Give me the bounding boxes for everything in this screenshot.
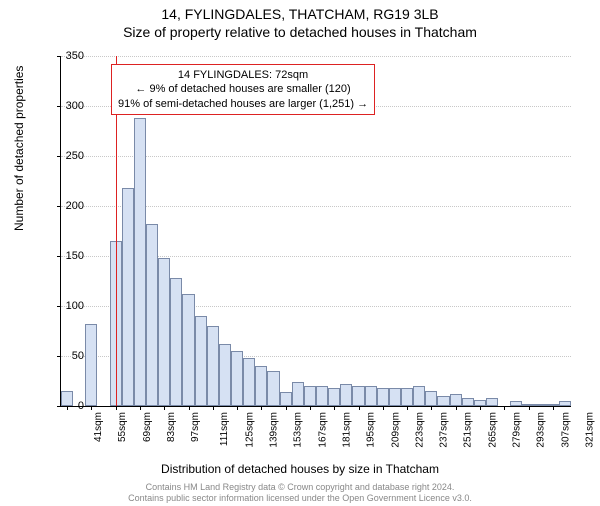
xtick-mark <box>310 406 311 410</box>
footer: Contains HM Land Registry data © Crown c… <box>0 482 600 504</box>
xtick-label: 153sqm <box>293 412 304 448</box>
ytick-label: 250 <box>44 150 84 162</box>
histogram-bar <box>255 366 267 406</box>
xtick-mark <box>431 406 432 410</box>
title-main: 14, FYLINGDALES, THATCHAM, RG19 3LB <box>0 6 600 22</box>
histogram-bar <box>280 392 292 406</box>
histogram-bar <box>450 394 462 406</box>
ytick-label: 0 <box>44 400 84 412</box>
info-box-line: 14 FYLINGDALES: 72sqm <box>118 68 368 82</box>
histogram-bar <box>559 401 571 406</box>
histogram-bar <box>304 386 316 406</box>
histogram-bar <box>401 388 413 406</box>
xtick-mark <box>504 406 505 410</box>
y-axis-title: Number of detached properties <box>12 66 26 231</box>
ytick-label: 200 <box>44 200 84 212</box>
xtick-mark <box>286 406 287 410</box>
histogram-bar <box>462 398 474 406</box>
ytick-label: 150 <box>44 250 84 262</box>
histogram-bar <box>182 294 194 406</box>
xtick-mark <box>116 406 117 410</box>
histogram-bar <box>85 324 97 406</box>
histogram-bar <box>207 326 219 406</box>
histogram-bar <box>122 188 134 406</box>
xtick-label: 209sqm <box>390 412 401 448</box>
xtick-mark <box>334 406 335 410</box>
ytick-label: 350 <box>44 50 84 62</box>
xtick-mark <box>529 406 530 410</box>
xtick-mark <box>140 406 141 410</box>
xtick-label: 125sqm <box>244 412 255 448</box>
title-sub: Size of property relative to detached ho… <box>0 24 600 40</box>
xtick-label: 69sqm <box>142 412 153 442</box>
histogram-bar <box>389 388 401 406</box>
xtick-label: 237sqm <box>439 412 450 448</box>
xtick-mark <box>359 406 360 410</box>
histogram-bar <box>146 224 158 406</box>
histogram-bar <box>316 386 328 406</box>
histogram-bar <box>231 351 243 406</box>
xtick-mark <box>189 406 190 410</box>
histogram-plot: 41sqm55sqm69sqm83sqm97sqm111sqm125sqm139… <box>60 56 571 407</box>
info-box: 14 FYLINGDALES: 72sqm← 9% of detached ho… <box>111 64 375 115</box>
ytick-label: 50 <box>44 350 84 362</box>
histogram-bar <box>170 278 182 406</box>
xtick-label: 251sqm <box>463 412 474 448</box>
histogram-bar <box>219 344 231 406</box>
histogram-bar <box>340 384 352 406</box>
xtick-label: 41sqm <box>93 412 104 442</box>
xtick-mark <box>383 406 384 410</box>
xtick-mark <box>213 406 214 410</box>
histogram-bar <box>328 388 340 406</box>
chart-area: 41sqm55sqm69sqm83sqm97sqm111sqm125sqm139… <box>60 56 570 436</box>
xtick-label: 111sqm <box>219 412 230 446</box>
histogram-bar <box>413 386 425 406</box>
xtick-label: 55sqm <box>117 412 128 442</box>
xtick-mark <box>261 406 262 410</box>
xtick-label: 97sqm <box>190 412 201 442</box>
histogram-bar <box>352 386 364 406</box>
ytick-label: 300 <box>44 100 84 112</box>
histogram-bar <box>134 118 146 406</box>
xtick-mark <box>91 406 92 410</box>
histogram-bar <box>267 371 279 406</box>
histogram-bar <box>437 396 449 406</box>
info-box-line: 91% of semi-detached houses are larger (… <box>118 97 368 111</box>
xtick-label: 279sqm <box>512 412 523 448</box>
histogram-bar <box>365 386 377 406</box>
xtick-label: 195sqm <box>366 412 377 448</box>
xtick-label: 167sqm <box>317 412 328 448</box>
xtick-mark <box>480 406 481 410</box>
histogram-bar <box>425 391 437 406</box>
gridline <box>61 56 571 57</box>
footer-line-1: Contains HM Land Registry data © Crown c… <box>0 482 600 493</box>
xtick-label: 139sqm <box>269 412 280 448</box>
histogram-bar <box>195 316 207 406</box>
xtick-mark <box>553 406 554 410</box>
xtick-label: 83sqm <box>166 412 177 442</box>
x-axis-title: Distribution of detached houses by size … <box>0 462 600 476</box>
xtick-mark <box>164 406 165 410</box>
histogram-bar <box>510 401 522 406</box>
histogram-bar <box>243 358 255 406</box>
xtick-label: 307sqm <box>560 412 571 448</box>
histogram-bar <box>535 404 547 406</box>
histogram-bar <box>486 398 498 406</box>
xtick-label: 223sqm <box>414 412 425 448</box>
histogram-bar <box>158 258 170 406</box>
xtick-mark <box>407 406 408 410</box>
xtick-mark <box>456 406 457 410</box>
footer-line-2: Contains public sector information licen… <box>0 493 600 504</box>
xtick-label: 293sqm <box>536 412 547 448</box>
histogram-bar <box>377 388 389 406</box>
xtick-label: 181sqm <box>342 412 353 448</box>
xtick-label: 265sqm <box>487 412 498 448</box>
info-box-line: ← 9% of detached houses are smaller (120… <box>118 82 368 96</box>
xtick-mark <box>237 406 238 410</box>
ytick-label: 100 <box>44 300 84 312</box>
xtick-label: 321sqm <box>584 412 595 448</box>
histogram-bar <box>292 382 304 406</box>
